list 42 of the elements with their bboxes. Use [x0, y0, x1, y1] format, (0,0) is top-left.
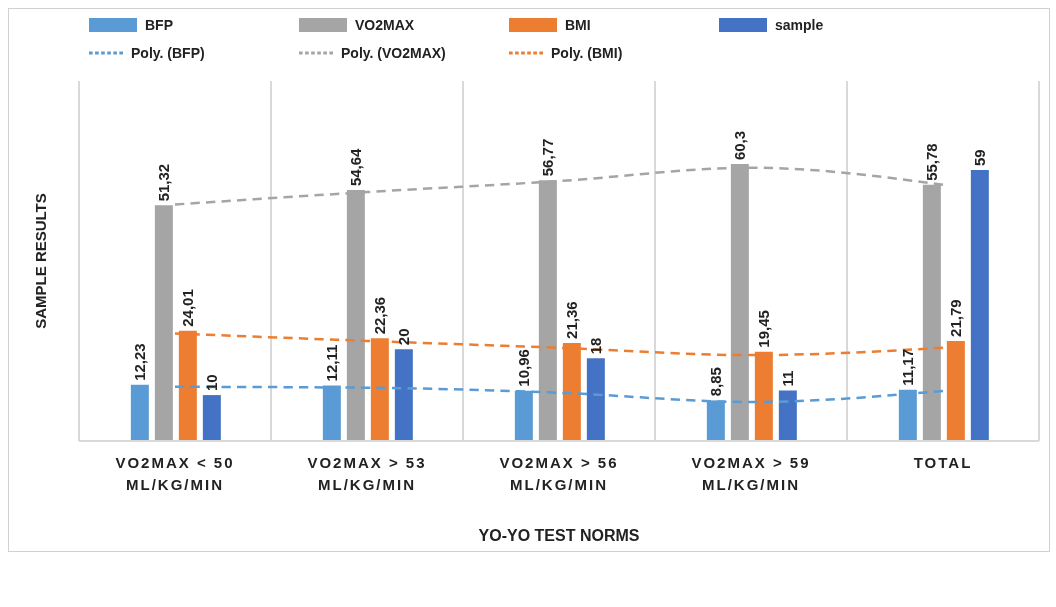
data-label: 60,3 [730, 130, 748, 161]
legend-label: Poly. (VO2MAX) [341, 45, 446, 61]
x-tick-label: TOTAL [913, 453, 973, 471]
legend-label: Poly. (BFP) [131, 45, 205, 61]
legend-label: sample [775, 17, 824, 33]
data-label: 10,96 [514, 349, 532, 387]
legend-label: BFP [145, 17, 173, 33]
bar [394, 349, 413, 441]
data-label: 22,36 [370, 296, 388, 335]
data-label: 55,78 [922, 143, 940, 181]
x-tick-label: VO2MAX < 50 ML/KG/MIN [115, 453, 235, 493]
data-label: 21,36 [562, 301, 580, 339]
bar [946, 340, 965, 441]
legend-label: BMI [565, 17, 591, 33]
x-tick-label: VO2MAX > 53 ML/KG/MIN [307, 453, 427, 493]
data-label: 51,32 [154, 163, 172, 202]
data-label: 12,23 [130, 343, 148, 381]
bar [130, 384, 149, 441]
legend-label: Poly. (BMI) [551, 45, 623, 61]
data-label: 12,11 [322, 344, 340, 382]
data-label: 21,79 [946, 299, 964, 337]
bar [778, 390, 797, 441]
data-label: 20 [394, 328, 412, 346]
bar [202, 395, 221, 441]
data-label: 54,64 [346, 147, 364, 187]
data-label: 11,17 [898, 348, 916, 386]
bar [154, 205, 173, 441]
bar [970, 170, 989, 441]
data-label: 10 [202, 374, 220, 392]
x-axis-title: YO-YO TEST NORMS [478, 527, 640, 544]
data-label: 56,77 [538, 138, 556, 177]
data-label: 8,85 [706, 367, 724, 397]
legend-label: VO2MAX [355, 17, 415, 33]
x-tick-label: VO2MAX > 59 ML/KG/MIN [691, 453, 811, 493]
data-label: 18 [586, 337, 604, 355]
x-tick-label: VO2MAX > 56 ML/KG/MIN [499, 453, 619, 493]
data-label: 24,01 [178, 289, 196, 327]
data-label: 19,45 [754, 310, 772, 348]
data-label: 11 [778, 370, 796, 387]
bar [586, 358, 605, 441]
y-axis-title: SAMPLE RESULTS [32, 193, 50, 329]
data-label: 59 [970, 149, 988, 167]
